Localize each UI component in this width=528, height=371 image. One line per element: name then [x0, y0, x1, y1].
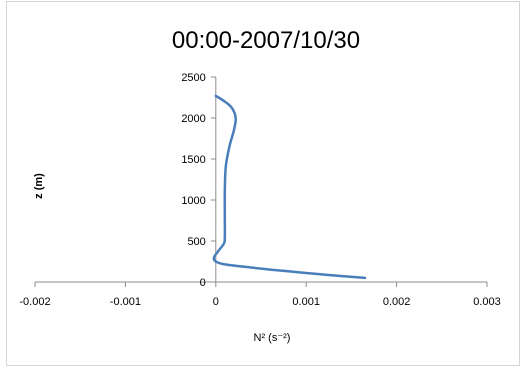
x-tick-label: 0: [213, 296, 219, 308]
y-tick-label: 1500: [181, 154, 205, 166]
tick-labels: -0.002 -0.001 0 0.001 0.002 0.003 0 500 1000 1500…: [19, 72, 500, 308]
y-tick-label: 500: [187, 236, 205, 248]
series-lines: [212, 94, 367, 280]
x-tick-label: 0.003: [473, 296, 501, 308]
x-axis-label: N² (s⁻²): [254, 332, 291, 344]
y-tick-label: 1000: [181, 195, 205, 207]
chart-title: 00:00-2007/10/30: [172, 27, 360, 54]
x-tick-label: -0.002: [19, 296, 50, 308]
x-tick-label: 0.002: [383, 296, 411, 308]
x-tick-label: 0.001: [292, 296, 320, 308]
y-tick-label: 0: [200, 277, 206, 289]
y-axis-label: z (m): [33, 173, 45, 199]
y-tick-label: 2500: [181, 72, 205, 84]
series-line: [212, 94, 367, 280]
x-tick-label: -0.001: [110, 296, 141, 308]
chart-frame: [6, 1, 520, 366]
y-tick-label: 2000: [181, 113, 205, 125]
axes: [34, 76, 488, 287]
